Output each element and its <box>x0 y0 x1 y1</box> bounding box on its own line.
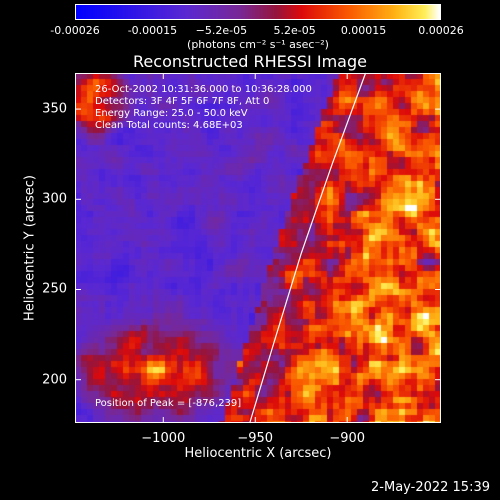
annotation-line: 26-Oct-2002 10:31:36.000 to 10:36:28.000 <box>95 84 312 95</box>
peak-position-label: Position of Peak = [-876,239] <box>95 398 242 409</box>
x-axis-label: Heliocentric X (arcsec) <box>184 446 332 461</box>
colorbar-tick-label: 0.00015 <box>340 24 387 37</box>
y-axis-label: Heliocentric Y (arcsec) <box>22 175 38 321</box>
colorbar-tick-label: -0.00015 <box>127 24 178 37</box>
annotation-line: Clean Total counts: 4.68E+03 <box>95 120 243 131</box>
colorbar-tick-label: 0.00026 <box>418 24 464 37</box>
x-tick-label: −950 <box>237 431 274 446</box>
x-tick-label: −1000 <box>141 431 186 446</box>
colorbar-tick-label: −5.2e-05 <box>195 24 248 37</box>
y-tick-label: 250 <box>42 281 67 297</box>
x-tick-label: −900 <box>329 431 366 446</box>
chart-title: Reconstructed RHESSI Image <box>133 52 367 71</box>
colorbar <box>75 4 441 20</box>
annotation-line: Energy Range: 25.0 - 50.0 keV <box>95 108 248 119</box>
y-tick-label: 300 <box>42 191 67 207</box>
colorbar-tick-label: -0.00026 <box>50 24 100 37</box>
colorbar-unit-label: (photons cm⁻² s⁻¹ asec⁻²) <box>187 38 329 51</box>
plot-timestamp: 2-May-2022 15:39 <box>371 480 490 495</box>
y-tick-label: 200 <box>42 372 67 388</box>
colorbar-tick-label: 5.2e-05 <box>273 24 316 37</box>
annotation-line: Detectors: 3F 4F 5F 6F 7F 8F, Att 0 <box>95 96 270 107</box>
y-tick-label: 350 <box>42 101 67 117</box>
